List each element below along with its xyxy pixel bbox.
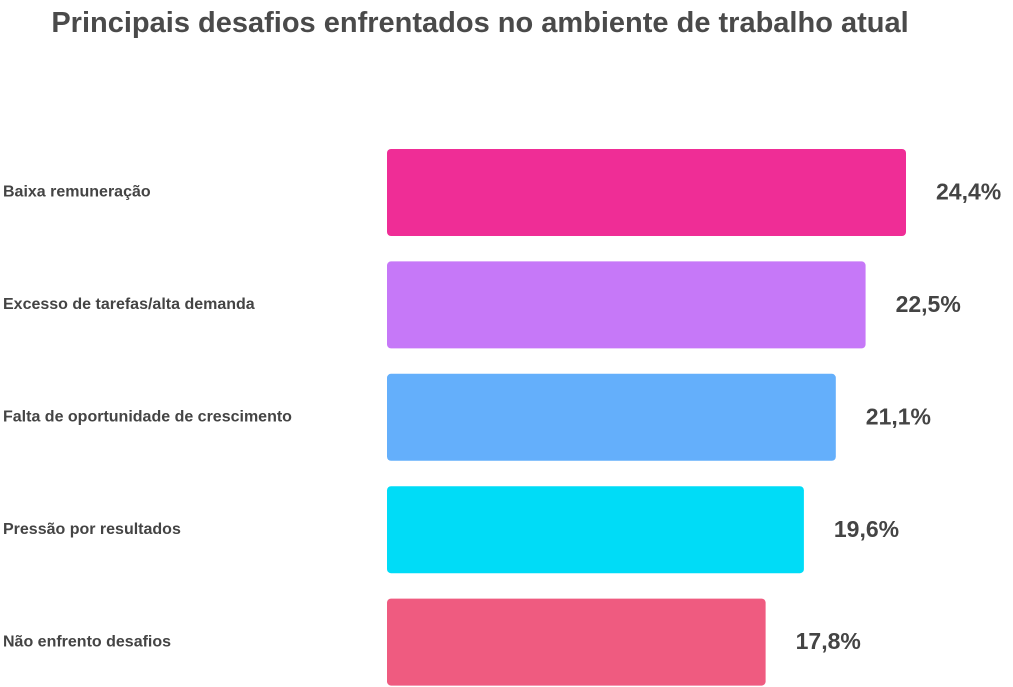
value-label-5: 17,8% [796,628,861,654]
bar-2 [387,261,866,349]
bar-4 [387,486,804,574]
value-label-3: 21,1% [866,403,931,429]
value-label-1: 24,4% [936,179,1001,205]
bar-1 [387,149,906,236]
chart-title: Principais desafios enfrentados no ambie… [51,7,909,39]
category-label-3: Falta de oportunidade de crescimento [3,409,292,426]
category-label-1: Baixa remuneração [3,184,151,201]
value-label-2: 22,5% [896,291,961,317]
bar-5 [387,598,766,686]
category-label-4: Pressão por resultados [3,521,181,538]
category-label-5: Não enfrento desafios [3,633,171,650]
bar-3 [387,373,836,461]
category-label-2: Excesso de tarefas/alta demanda [3,296,255,313]
value-label-4: 19,6% [834,516,899,542]
